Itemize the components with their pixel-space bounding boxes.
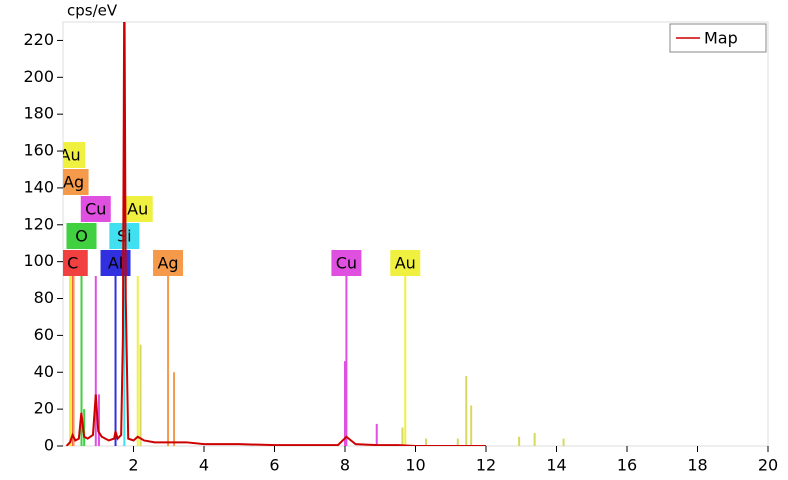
marker-label: Si (117, 227, 132, 246)
y-tick-label: 180 (23, 104, 54, 123)
marker-label: Au (60, 146, 81, 165)
y-tick-label: 40 (34, 362, 54, 381)
x-tick-label: 18 (687, 456, 707, 475)
marker-box (63, 250, 88, 276)
y-tick-label: 100 (23, 251, 54, 270)
marker-box (331, 250, 362, 276)
x-tick-label: 6 (269, 456, 279, 475)
y-tick-label: 140 (23, 177, 54, 196)
x-tick-label: 16 (617, 456, 637, 475)
x-tick-label: 2 (128, 456, 138, 475)
marker-box (66, 223, 97, 249)
marker-box (153, 250, 184, 276)
y-tick-label: 0 (44, 436, 54, 455)
x-tick-label: 14 (546, 456, 566, 475)
y-tick-label: 120 (23, 214, 54, 233)
y-tick-label: 160 (23, 141, 54, 160)
x-tick-label: 10 (405, 456, 425, 475)
legend-label: Map (704, 29, 738, 48)
y-tick-label: 60 (34, 325, 54, 344)
marker-label: Ag (63, 173, 84, 192)
marker-box (390, 250, 421, 276)
marker-label: Ag (157, 254, 178, 273)
marker-box (122, 196, 153, 222)
spectrum-line (65, 22, 486, 446)
marker-box (63, 142, 86, 168)
marker-label: Cu (85, 200, 106, 219)
y-axis-label: cps/eV (67, 2, 118, 20)
marker-label: O (75, 227, 88, 246)
marker-box (63, 169, 89, 195)
marker-label: Cu (336, 254, 357, 273)
x-tick-label: 8 (340, 456, 350, 475)
x-tick-label: 20 (758, 456, 778, 475)
y-tick-label: 220 (23, 30, 54, 49)
y-tick-label: 20 (34, 399, 54, 418)
x-tick-label: 4 (199, 456, 209, 475)
marker-label: Au (395, 254, 416, 273)
marker-label: C (67, 254, 78, 273)
marker-label: Au (127, 200, 148, 219)
marker-label: Al (108, 254, 123, 273)
marker-box (80, 196, 111, 222)
y-tick-label: 200 (23, 67, 54, 86)
y-tick-label: 80 (34, 288, 54, 307)
x-tick-label: 12 (476, 456, 496, 475)
